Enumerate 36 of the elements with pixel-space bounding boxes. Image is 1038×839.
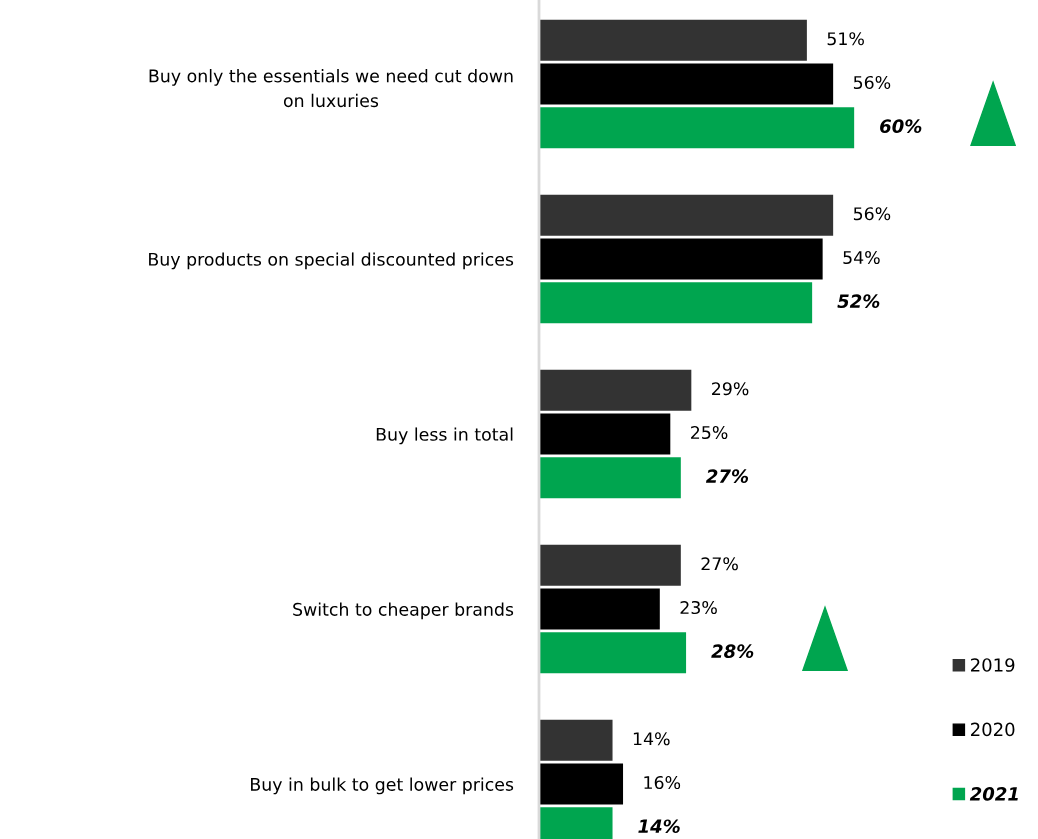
bar	[539, 632, 687, 674]
data-label: 56%	[853, 75, 891, 90]
data-label: 56%	[853, 207, 891, 221]
bar	[539, 457, 681, 499]
data-label: 52%	[837, 294, 880, 309]
bar	[539, 719, 613, 761]
bar	[539, 413, 671, 455]
bar	[539, 19, 807, 61]
data-label: 14%	[633, 732, 670, 746]
y-tick-label: Buy only the essentials we need cut down on luxuries	[149, 69, 513, 108]
bar	[539, 63, 834, 105]
data-label: 54%	[843, 250, 880, 265]
bar	[539, 544, 681, 586]
legend-label: 2019	[971, 658, 1015, 672]
legend-label: 2020	[971, 722, 1015, 737]
bar	[539, 282, 813, 324]
y-tick-label: Buy less in total	[376, 427, 513, 445]
bar	[539, 238, 823, 280]
data-label: 28%	[711, 644, 754, 659]
data-label: 23%	[680, 600, 717, 615]
data-label: 29%	[712, 382, 749, 396]
bar	[539, 369, 692, 411]
bar	[539, 107, 855, 149]
y-tick-label: Buy products on special discounted prices	[149, 252, 514, 270]
legend-label: 2021	[969, 787, 1018, 801]
bar	[539, 194, 834, 236]
data-label: 60%	[880, 119, 922, 134]
data-label: 14%	[638, 819, 680, 834]
bar	[539, 588, 660, 630]
data-label: 27%	[705, 469, 749, 484]
data-label: 27%	[701, 557, 738, 571]
y-tick-label: Switch to cheaper brands	[293, 602, 514, 620]
y-tick-label: Buy in bulk to get lower prices	[251, 777, 514, 795]
data-label: 51%	[827, 32, 864, 46]
data-label: 16%	[644, 775, 681, 790]
data-label: 25%	[691, 425, 728, 440]
